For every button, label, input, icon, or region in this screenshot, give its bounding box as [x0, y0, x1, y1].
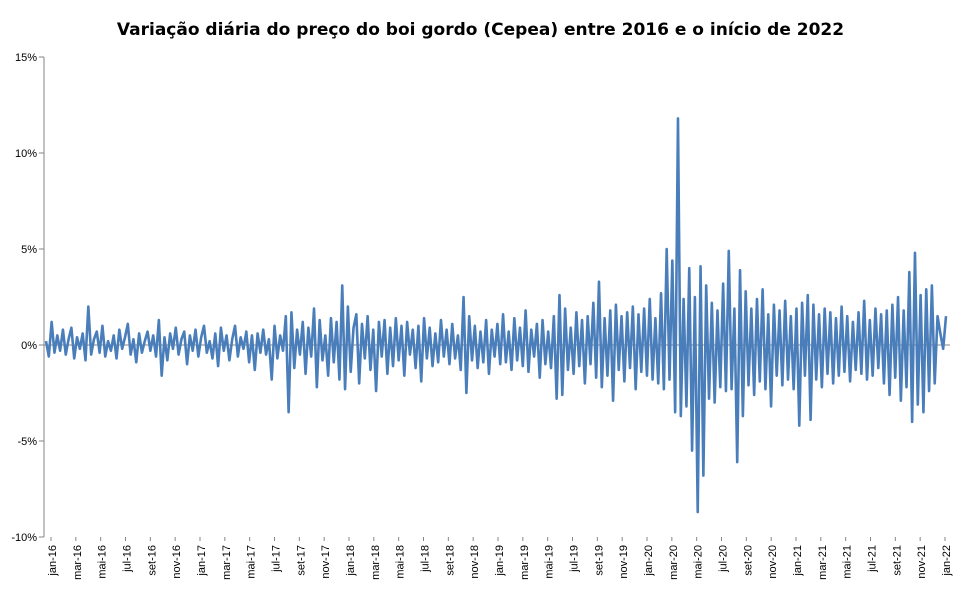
x-tick-label: jul-20: [718, 545, 730, 573]
x-tick-label: mai-19: [544, 545, 556, 579]
x-tick-label: mai-16: [97, 545, 109, 579]
x-tick-label: mar-20: [668, 545, 680, 580]
x-tick-label: set-21: [891, 545, 903, 576]
x-tick-label: set-16: [146, 545, 158, 576]
x-tick-label: jan-18: [345, 545, 357, 577]
x-tick-label: jan-17: [196, 545, 208, 577]
x-tick-label: jan-19: [494, 545, 506, 577]
y-tick-label: 0%: [21, 340, 37, 352]
x-tick-label: set-19: [593, 545, 605, 576]
x-tick-label: jan-21: [792, 545, 804, 577]
x-tick-label: jul-16: [122, 545, 134, 573]
x-tick-label: mai-17: [246, 545, 258, 579]
x-tick-label: jul-19: [569, 545, 581, 573]
x-tick-label: mai-18: [395, 545, 407, 579]
y-tick-label: 5%: [21, 244, 37, 256]
y-tick-label: 10%: [15, 148, 37, 160]
x-tick-label: nov-20: [767, 545, 779, 579]
x-tick-label: nov-17: [320, 545, 332, 579]
x-tick-label: jul-18: [420, 545, 432, 573]
y-tick-label: 15%: [15, 52, 37, 64]
x-tick-label: set-20: [742, 545, 754, 576]
x-tick-label: jul-17: [271, 545, 283, 573]
y-tick-label: -10%: [11, 532, 37, 544]
x-tick-label: jan-20: [643, 545, 655, 577]
x-tick-label: mar-17: [221, 545, 233, 580]
series-layer: [44, 117, 948, 514]
x-tick-label: set-18: [444, 545, 456, 576]
x-tick-label: jan-22: [941, 545, 953, 577]
x-tick-label: nov-16: [171, 545, 183, 579]
x-tick-label: mar-16: [72, 545, 84, 580]
x-tick-label: nov-19: [618, 545, 630, 579]
x-tick-label: nov-18: [469, 545, 481, 579]
chart-title: Variação diária do preço do boi gordo (C…: [116, 20, 845, 40]
axes: 15% 10% 5% 0% -5% -10% jan-16 mar-16 mai-16 jul-1…: [11, 52, 953, 580]
x-tick-label: mai-20: [693, 545, 705, 579]
y-tick-label: -5%: [17, 436, 37, 448]
x-tick-label: mar-21: [817, 545, 829, 580]
x-tick-label: mar-19: [519, 545, 531, 580]
x-tick-label: mar-18: [370, 545, 382, 580]
x-tick-label: mai-21: [842, 545, 854, 579]
x-tick-label: nov-21: [916, 545, 928, 579]
x-tick-label: jul-21: [867, 545, 879, 573]
x-tick-label: set-17: [295, 545, 307, 576]
x-tick-label: jan-16: [47, 545, 59, 577]
series-line: [44, 117, 948, 514]
